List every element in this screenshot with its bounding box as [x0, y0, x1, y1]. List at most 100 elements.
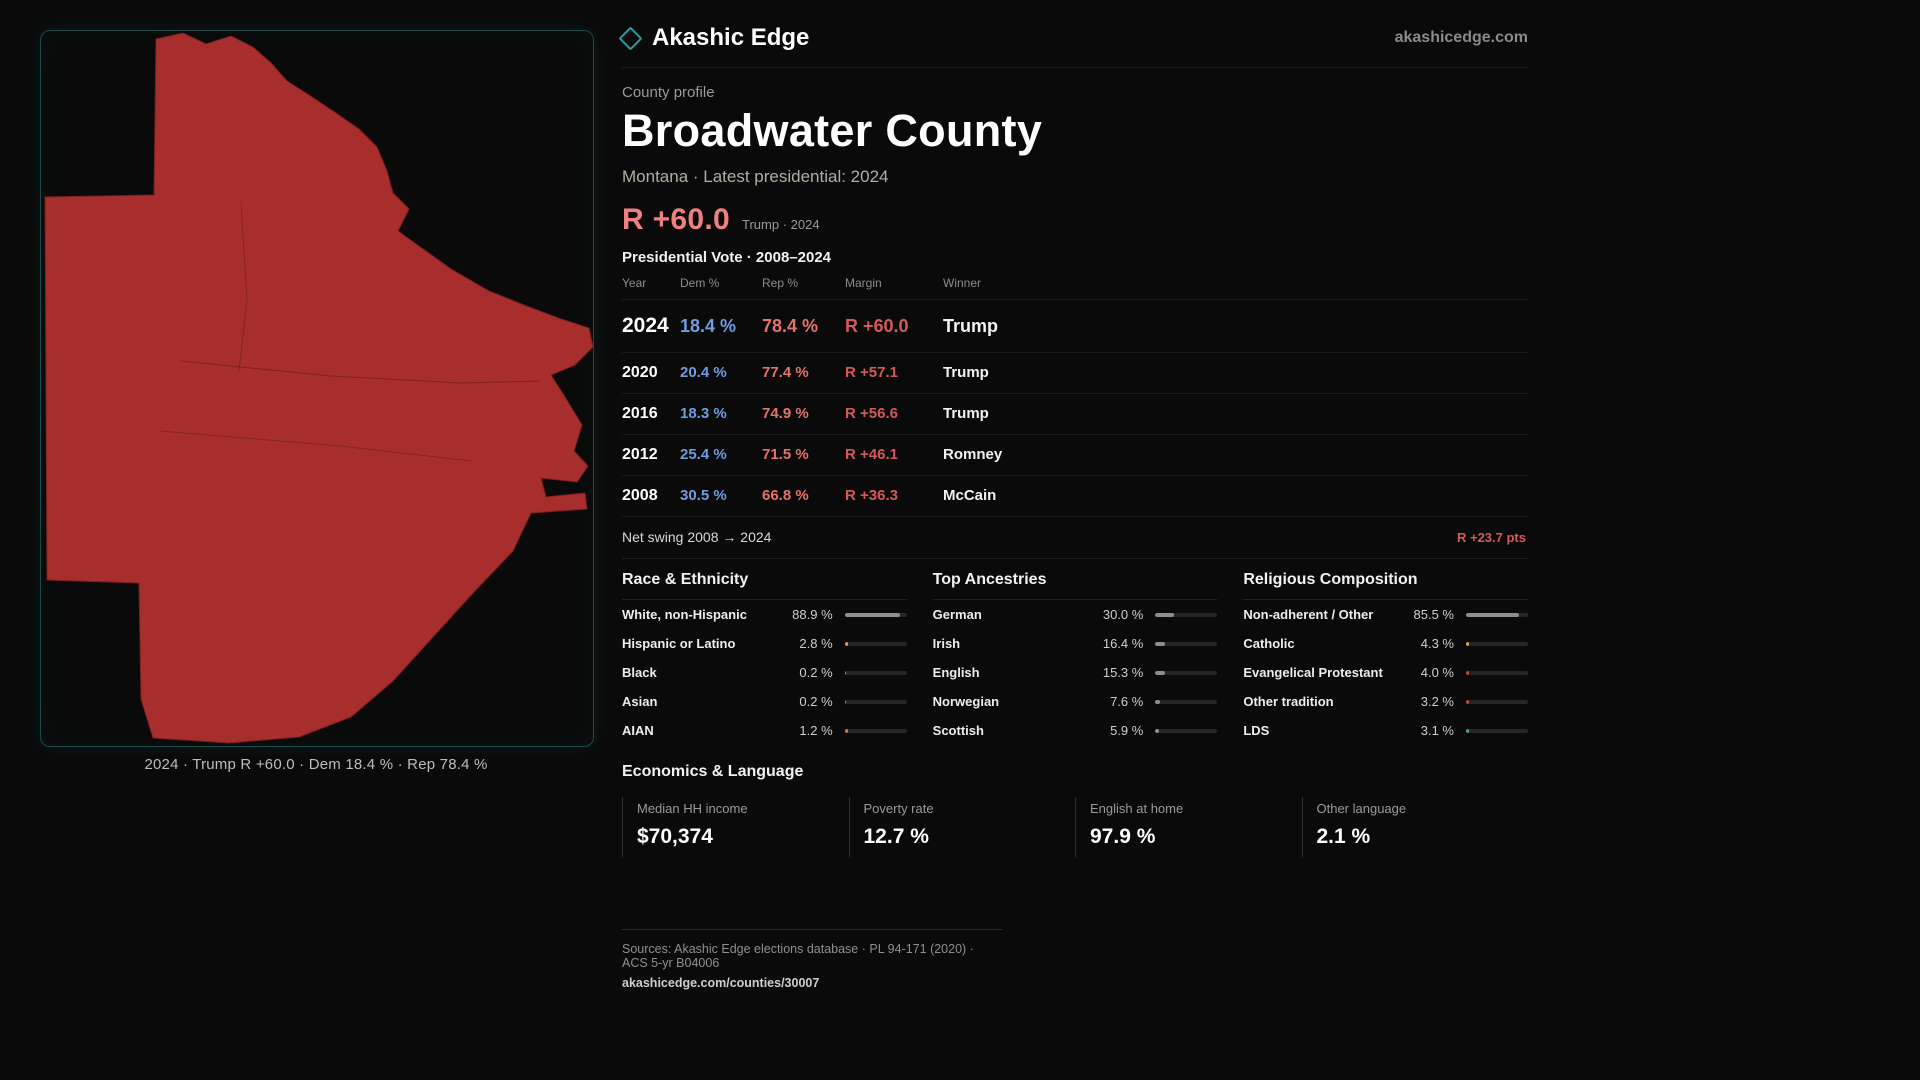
list-item: English 15.3 % — [933, 658, 1218, 687]
list-item: AIAN 1.2 % — [622, 716, 907, 745]
dem-cell: 18.4 % — [680, 316, 737, 336]
margin-cell: R +60.0 — [845, 316, 909, 336]
sources-line: Sources: Akashic Edge elections database… — [622, 942, 974, 970]
stat-card: Poverty rate 12.7 % — [848, 797, 1076, 857]
bar-track — [1155, 670, 1218, 675]
demographic-value: 16.4 % — [1102, 636, 1144, 651]
bar-track — [844, 670, 907, 675]
bar-track — [1155, 612, 1218, 617]
page-footer: Sources: Akashic Edge elections database… — [622, 929, 1002, 992]
bar-fill — [1155, 728, 1159, 733]
demographics-column: Religious Composition Non-adherent / Othe… — [1243, 571, 1528, 745]
list-item: Other tradition 3.2 % — [1243, 687, 1528, 716]
rep-cell: 71.5 % — [762, 446, 809, 463]
demographic-value: 5.9 % — [1110, 723, 1144, 738]
winner-cell: Trump — [943, 364, 989, 381]
demographic-label: Black — [622, 665, 657, 680]
column-header: Dem % — [680, 276, 720, 290]
bar-fill — [1155, 670, 1165, 675]
demographic-label: Other tradition — [1243, 694, 1334, 709]
stat-value: $70,374 — [637, 825, 713, 848]
rep-cell: 77.4 % — [762, 364, 809, 381]
bar-track — [1465, 670, 1528, 675]
demographics-column-title: Top Ancestries — [932, 571, 1218, 600]
rep-cell: 74.9 % — [762, 405, 809, 422]
margin-cell: R +57.1 — [845, 364, 898, 381]
table-row: 2020 20.4 % 77.4 % R +57.1 Trump — [622, 353, 1528, 394]
net-swing-row: Net swing 2008 → 2024 R +23.7 pts — [622, 517, 1528, 559]
bar-fill — [1465, 699, 1469, 704]
demographic-label: Norwegian — [932, 694, 1000, 709]
stat-card: English at home 97.9 % — [1075, 797, 1302, 857]
net-swing-value: R +23.7 pts — [1456, 529, 1526, 545]
demographic-label: Asian — [622, 694, 658, 709]
bar-track — [1465, 612, 1528, 617]
year-cell: 2008 — [622, 487, 658, 504]
dem-cell: 18.3 % — [680, 405, 727, 422]
permalink[interactable]: akashicedge.com/counties/30007 — [622, 976, 820, 990]
bar-track — [1465, 728, 1528, 733]
bar-track — [844, 699, 907, 704]
demographic-value: 4.3 % — [1420, 636, 1454, 651]
rep-cell: 78.4 % — [762, 316, 819, 336]
demographic-label: English — [932, 665, 980, 680]
bar-fill — [844, 728, 848, 733]
vote-table-head: Year Dem % Rep % Margin Winner — [622, 268, 1528, 300]
kicker: County profile — [622, 84, 715, 101]
site-link[interactable]: akashicedge.com — [1394, 29, 1528, 46]
column-header: Rep % — [762, 276, 799, 290]
demographics-column-title: Race & Ethnicity — [622, 571, 907, 600]
brand-name: Akashic Edge — [652, 24, 810, 51]
demographics: Race & Ethnicity White, non-Hispanic 88.9 … — [622, 571, 1528, 745]
economics-section: Economics & Language Median HH income $70… — [622, 763, 1528, 857]
list-item: Scottish 5.9 % — [933, 716, 1218, 745]
dem-cell: 20.4 % — [680, 364, 727, 381]
year-cell: 2016 — [622, 405, 658, 422]
bar-fill — [844, 612, 900, 617]
margin-cell: R +46.1 — [845, 446, 898, 463]
list-item: Irish 16.4 % — [933, 629, 1218, 658]
stat-label: Median HH income — [637, 801, 748, 816]
economics-stats: Median HH income $70,374 Poverty rate 12.7 … — [622, 797, 1528, 857]
rep-cell: 66.8 % — [762, 487, 809, 504]
demographic-label: Scottish — [932, 723, 984, 738]
subtitle: Montana · Latest presidential: 2024 — [622, 167, 889, 186]
list-item: Evangelical Protestant 4.0 % — [1243, 658, 1528, 687]
bar-track — [1155, 641, 1218, 646]
list-item: Catholic 4.3 % — [1243, 629, 1528, 658]
demographic-label: Hispanic or Latino — [622, 636, 736, 651]
bar-fill — [1155, 641, 1166, 646]
list-item: German 30.0 % — [933, 600, 1218, 629]
bar-fill — [1465, 670, 1469, 675]
year-cell: 2020 — [622, 364, 658, 381]
demographics-column: Top Ancestries German 30.0 % Irish 16.4 % Eng… — [932, 571, 1218, 745]
demographic-value: 3.2 % — [1420, 694, 1454, 709]
headline-margin: R +60.0 Trump · 2024 — [622, 203, 1528, 237]
bar-fill — [1155, 699, 1161, 704]
winner-cell: Trump — [943, 316, 999, 336]
stat-card: Median HH income $70,374 — [622, 797, 849, 857]
county-map-svg — [44, 32, 593, 744]
bar-track — [1465, 699, 1528, 704]
bar-track — [844, 728, 907, 733]
bar-track — [1465, 641, 1528, 646]
demographic-label: White, non-Hispanic — [622, 607, 747, 622]
bar-track — [1155, 699, 1218, 704]
vote-table-title: Presidential Vote · 2008–2024 — [622, 249, 832, 266]
stat-value: 97.9 % — [1090, 825, 1156, 848]
year-cell: 2012 — [622, 446, 658, 463]
county-internal-boundary — [160, 200, 472, 462]
column-header: Year — [622, 276, 647, 290]
demographic-value: 88.9 % — [792, 607, 833, 622]
demographic-value: 0.2 % — [799, 665, 833, 680]
dem-cell: 30.5 % — [680, 487, 727, 504]
demographic-value: 1.2 % — [799, 723, 833, 738]
column-header: Margin — [845, 276, 882, 290]
bar-fill — [1465, 612, 1519, 617]
demographic-value: 3.1 % — [1420, 723, 1454, 738]
demographics-column: Race & Ethnicity White, non-Hispanic 88.9 … — [622, 571, 907, 745]
table-row: 2012 25.4 % 71.5 % R +46.1 Romney — [622, 435, 1528, 476]
winner-cell: McCain — [943, 487, 997, 504]
stat-value: 12.7 % — [863, 825, 929, 848]
